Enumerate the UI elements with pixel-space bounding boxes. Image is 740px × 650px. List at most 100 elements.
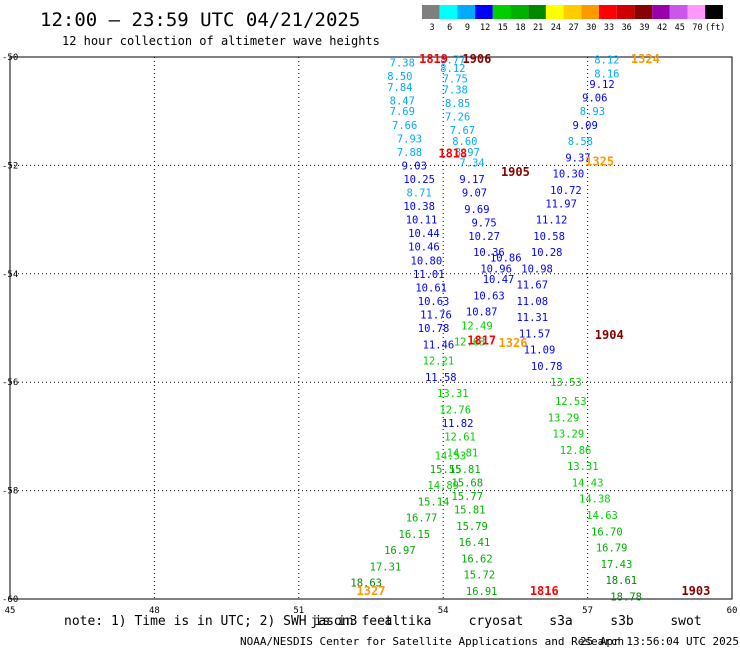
y-tick-label: -58 [2, 487, 18, 497]
wave-height-label: 11.46 [423, 339, 455, 351]
satellite-legend-item: altika [385, 614, 432, 629]
legend-swatch [581, 5, 599, 19]
legend-label: (ft) [705, 23, 725, 33]
x-tick-label: 48 [149, 606, 160, 616]
wave-height-label: 10.86 [490, 253, 522, 265]
x-tick-label: 51 [293, 606, 304, 616]
wave-height-label: 12.61 [444, 431, 476, 443]
pass-time-label: 1327 [357, 584, 386, 598]
wave-height-label: 16.77 [406, 513, 438, 525]
wave-height-values: 8.778.127.757.388.857.267.678.608.977.34… [350, 55, 642, 604]
wave-height-label: 10.78 [531, 361, 563, 373]
wave-height-label: 16.41 [459, 537, 491, 549]
wave-height-label: 11.12 [536, 215, 568, 227]
wave-height-label: 14.81 [447, 448, 479, 460]
wave-height-label: 11.57 [519, 328, 551, 340]
wave-height-label: 10.87 [466, 307, 498, 319]
pass-time-label: 1326 [499, 336, 528, 350]
wave-height-label: 9.69 [464, 204, 489, 216]
wave-height-label: 17.31 [370, 561, 402, 573]
pass-time-label: 1324 [631, 52, 660, 66]
wave-height-label: 10.11 [406, 215, 438, 227]
wave-height-label: 14.53 [435, 450, 467, 462]
pass-time-label: 1817 [467, 333, 496, 347]
satellite-legend-item: jason3 [311, 614, 358, 629]
legend-label: 70 [692, 23, 702, 33]
wave-height-label: 16.62 [461, 553, 493, 565]
wave-height-label: 8.12 [440, 63, 465, 75]
wave-height-label: 8.50 [387, 71, 412, 83]
footer-note: note: 1) Time is in UTC; 2) SWH is in fe… [64, 614, 393, 629]
legend-label: 33 [604, 23, 614, 33]
legend-swatch [510, 5, 529, 19]
legend-swatch [439, 5, 458, 19]
wave-height-label: 15.77 [451, 491, 483, 503]
legend-label: 15 [498, 23, 508, 33]
wave-height-label: 8.12 [594, 55, 619, 67]
legend-swatch [492, 5, 511, 19]
legend-swatch [669, 5, 688, 19]
legend-label: 18 [515, 23, 525, 33]
legend-swatch [475, 5, 493, 19]
wave-height-label: 14.89 [427, 480, 459, 492]
wave-height-label: 9.12 [589, 79, 614, 91]
pass-time-label: 1903 [681, 584, 710, 598]
wave-height-label: 16.15 [399, 529, 431, 541]
wave-height-label: 7.69 [390, 106, 415, 118]
legend-swatch [422, 5, 440, 19]
wave-height-label: 8.71 [406, 188, 431, 200]
chart-title: 12:00 – 23:59 UTC 04/21/2025 [40, 9, 360, 31]
satellite-legend-item: cryosat [469, 614, 524, 629]
wave-height-label: 15.68 [451, 477, 483, 489]
legend-swatch [545, 5, 564, 19]
wave-height-label: 12.53 [555, 396, 587, 408]
wave-height-label: 13.29 [553, 429, 585, 441]
pass-time-label: 1818 [438, 146, 467, 160]
color-scale-legend: 3 6 9 12 15 18 21 24 27 30 33 36 39 42 45 70 (ft) [422, 5, 725, 33]
x-tick-label: 45 [5, 606, 16, 616]
wave-height-label: 7.66 [392, 120, 417, 132]
wave-height-label: 16.91 [466, 586, 498, 598]
legend-swatch [687, 5, 706, 19]
legend-swatch [599, 5, 617, 19]
wave-height-label: 8.85 [445, 98, 470, 110]
wave-height-label: 11.97 [545, 198, 577, 210]
axis-ticks: 45 48 51 54 57 60 -50 -52 -54 -56 -58 -60 [2, 53, 737, 616]
pass-time-label: 1904 [595, 328, 624, 342]
wave-height-label: 9.17 [459, 174, 484, 186]
wave-height-label: 10.30 [553, 169, 585, 181]
wave-height-label: 13.29 [548, 412, 580, 424]
y-tick-label: -54 [2, 270, 18, 280]
wave-height-label: 10.27 [468, 231, 500, 243]
wave-height-label: 11.08 [516, 296, 548, 308]
wave-height-label: 14.63 [586, 510, 618, 522]
legend-label: 6 [447, 23, 452, 33]
wave-height-label: 10.38 [403, 201, 435, 213]
timestamp-text: 25 Apr 13:56:04 UTC 2025 [580, 635, 739, 648]
wave-height-label: 10.72 [550, 185, 582, 197]
legend-label: 9 [465, 23, 470, 33]
wave-height-label: 8.97 [455, 147, 480, 159]
legend-label: 3 [429, 23, 434, 33]
pass-time-label: 1906 [462, 52, 491, 66]
satellite-legend-item: swot [670, 614, 701, 629]
legend-swatch [652, 5, 670, 19]
legend-label: 27 [568, 23, 578, 33]
x-tick-label: 54 [438, 606, 449, 616]
wave-height-label: 9.06 [582, 93, 607, 105]
wave-height-label: 7.38 [443, 85, 468, 97]
wave-height-label: 13.31 [437, 388, 469, 400]
wave-height-label: 9.09 [573, 120, 598, 132]
wave-height-label: 15.81 [449, 464, 481, 476]
legend-label: 24 [551, 23, 561, 33]
pass-time-label: 1816 [530, 584, 559, 598]
wave-height-label: 15.81 [454, 505, 486, 517]
y-tick-label: -60 [2, 595, 18, 605]
wave-height-label: 11.67 [516, 280, 548, 292]
wave-height-label: 9.75 [471, 217, 496, 229]
wave-height-label: 10.96 [480, 263, 512, 275]
legend-swatch [457, 5, 476, 19]
legend-label: 30 [586, 23, 596, 33]
wave-height-label: 17.43 [601, 559, 633, 571]
satellite-legend-item: s3b [610, 614, 634, 629]
